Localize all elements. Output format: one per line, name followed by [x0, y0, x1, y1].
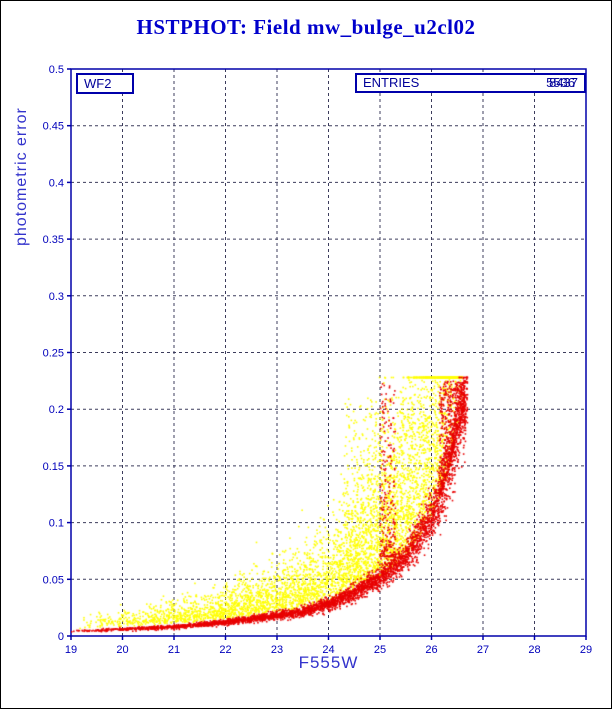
x-tick-label: 25 — [374, 644, 386, 656]
camera-label: WF2 — [84, 76, 112, 91]
y-tick-label: 0.35 — [43, 234, 64, 246]
y-tick-label: 0 — [58, 631, 64, 643]
y-tick-label: 0.3 — [49, 291, 64, 303]
x-tick-label: 29 — [580, 644, 592, 656]
x-axis-label: F555W — [298, 653, 359, 672]
x-tick-label: 27 — [477, 644, 489, 656]
y-tick-label: 0.5 — [49, 64, 64, 76]
entries-value-2: 5536 — [546, 75, 575, 90]
x-tick-label: 23 — [271, 644, 283, 656]
y-tick-label: 0.2 — [49, 404, 64, 416]
y-tick-label: 0.25 — [43, 348, 64, 360]
x-tick-label: 19 — [65, 644, 77, 656]
y-axis-label: photometric error — [13, 107, 30, 247]
y-tick-label: 0.45 — [43, 121, 64, 133]
camera-label-box: WF2 — [76, 73, 134, 94]
y-tick-label: 0.05 — [43, 574, 64, 586]
y-tick-label: 0.15 — [43, 461, 64, 473]
x-tick-label: 22 — [219, 644, 231, 656]
x-tick-label: 26 — [425, 644, 437, 656]
y-tick-label: 0.4 — [49, 177, 64, 189]
entries-box: ENTRIES 8437 5536 — [355, 73, 586, 93]
scatter-canvas — [71, 69, 586, 636]
entries-values: 8437 5536 — [518, 75, 578, 91]
entries-value-1: 8437 — [549, 75, 578, 90]
x-tick-label: 28 — [528, 644, 540, 656]
page-title: HSTPHOT: Field mw_bulge_u2cl02 — [136, 15, 476, 39]
x-tick-label: 21 — [168, 644, 180, 656]
y-tick-label: 0.1 — [49, 518, 64, 530]
x-tick-label: 20 — [116, 644, 128, 656]
entries-label: ENTRIES — [363, 75, 420, 90]
x-tick-label: 24 — [322, 644, 334, 656]
